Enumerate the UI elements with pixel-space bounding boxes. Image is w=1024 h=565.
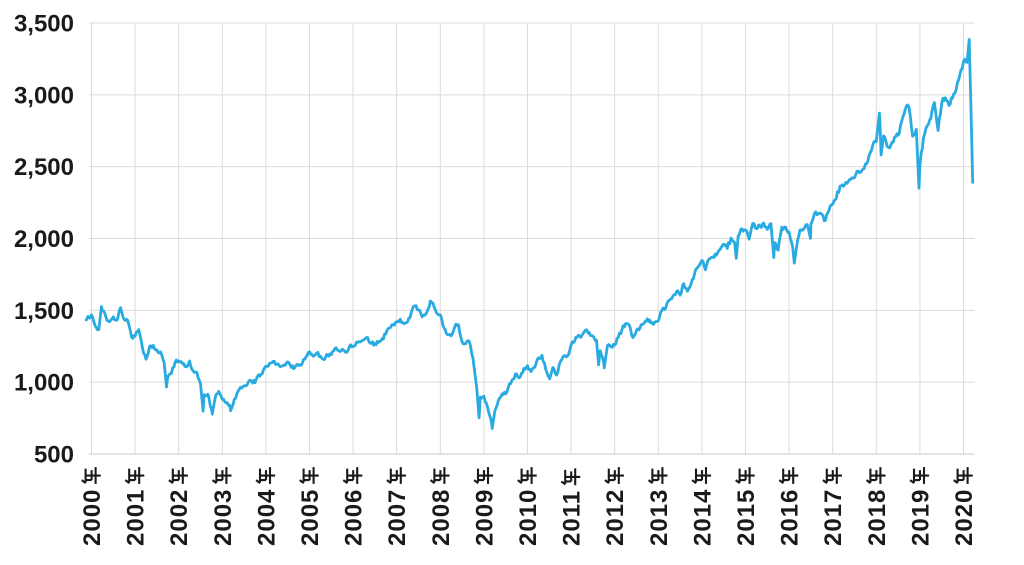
x-tick-label: 2004: [253, 467, 280, 546]
year-kanji-glyph: [386, 467, 406, 484]
x-tick-year-digits: 2005: [297, 489, 324, 546]
index-line: [84, 38, 975, 430]
x-tick-label: 2005: [297, 467, 324, 546]
x-tick-label: 2019: [907, 467, 934, 546]
year-kanji-glyph: [647, 467, 668, 484]
x-tick-label: 2012: [602, 467, 629, 546]
x-tick-year-digits: 2018: [864, 489, 891, 546]
y-tick-label: 1,500: [14, 298, 74, 325]
x-tick-label: 2020: [951, 467, 978, 546]
x-tick-year-digits: 2015: [733, 489, 760, 546]
x-tick-label: 2015: [733, 467, 760, 546]
y-tick-label: 3,500: [14, 11, 74, 38]
year-kanji-glyph: [211, 467, 232, 484]
x-tick-year-digits: 2004: [253, 489, 280, 546]
x-tick-year-digits: 2014: [689, 489, 716, 546]
x-tick-year-digits: 2003: [210, 489, 237, 546]
x-tick-year-digits: 2008: [428, 489, 455, 546]
x-tick-label: 2007: [384, 467, 411, 546]
year-kanji-glyph: [953, 467, 973, 484]
x-tick-year-digits: 2001: [123, 489, 150, 546]
x-tick-label: 2002: [166, 467, 193, 546]
x-tick-label: 2009: [471, 467, 498, 546]
x-tick-year-digits: 2007: [384, 489, 411, 546]
year-kanji-glyph: [604, 467, 624, 484]
x-tick-label: 2014: [689, 467, 716, 546]
x-tick-year-digits: 2013: [646, 489, 673, 546]
year-kanji-glyph: [255, 467, 276, 484]
x-tick-year-digits: 2016: [777, 489, 804, 546]
year-kanji-glyph: [81, 467, 101, 484]
x-tick-year-digits: 2019: [907, 489, 934, 546]
x-tick-label: 2001: [123, 467, 150, 546]
x-tick-label: 2000: [79, 467, 106, 546]
x-tick-year-digits: 2010: [515, 489, 542, 546]
x-tick-label: 2016: [777, 467, 804, 546]
x-tick-label: 2003: [210, 467, 237, 546]
year-kanji-glyph: [168, 467, 188, 484]
year-kanji-glyph: [124, 467, 145, 484]
x-tick-year-digits: 2012: [602, 489, 629, 546]
year-kanji-glyph: [909, 467, 930, 484]
year-kanji-glyph: [865, 467, 886, 484]
x-tick-year-digits: 2009: [471, 489, 498, 546]
y-tick-label: 500: [34, 442, 74, 469]
y-tick-label: 1,000: [14, 370, 74, 397]
x-tick-label: 2010: [515, 467, 542, 546]
x-tick-year-digits: 2002: [166, 489, 193, 546]
x-tick-year-digits: 2020: [951, 489, 978, 546]
year-kanji-glyph: [691, 467, 712, 484]
y-tick-label: 3,000: [14, 82, 74, 109]
x-tick-label: 2018: [864, 467, 891, 546]
year-kanji-glyph: [517, 467, 537, 484]
x-tick-year-digits: 2011: [559, 490, 586, 546]
x-tick-year-digits: 2000: [79, 489, 106, 546]
x-tick-label: 2008: [428, 467, 455, 546]
x-tick-label: 2006: [341, 467, 368, 546]
year-kanji-glyph: [473, 467, 494, 484]
y-tick-label: 2,000: [14, 226, 74, 253]
x-tick-label: 2017: [820, 467, 847, 546]
year-kanji-glyph: [778, 467, 799, 484]
year-kanji-glyph: [429, 467, 450, 484]
year-kanji-glyph: [735, 467, 755, 484]
x-tick-label: 2011: [559, 468, 586, 546]
x-tick-label: 2013: [646, 467, 673, 546]
x-tick-year-digits: 2006: [341, 489, 368, 546]
year-kanji-glyph: [560, 468, 581, 486]
year-kanji-glyph: [342, 467, 363, 484]
y-tick-label: 2,500: [14, 154, 74, 181]
year-kanji-glyph: [299, 467, 319, 484]
x-tick-year-digits: 2017: [820, 489, 847, 546]
year-kanji-glyph: [822, 467, 842, 484]
